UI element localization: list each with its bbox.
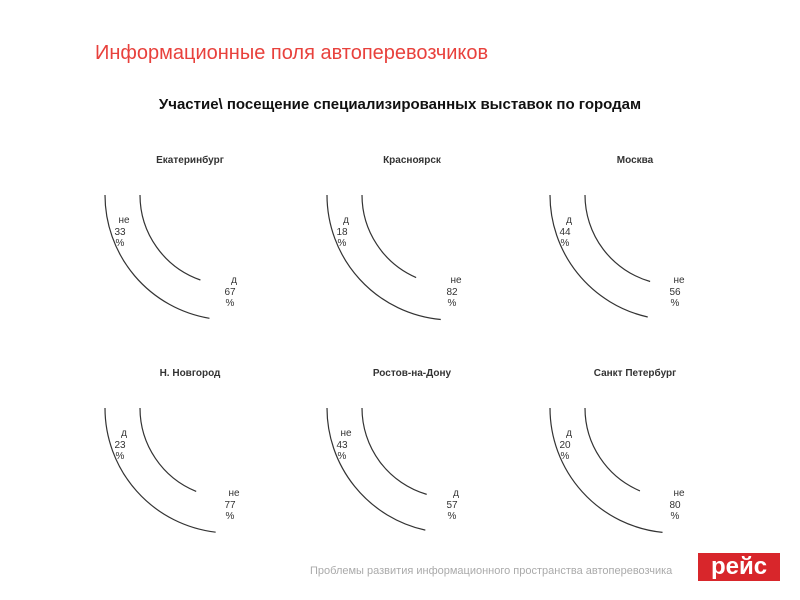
slice-label: д: [343, 215, 349, 226]
slice-label: д: [231, 275, 237, 286]
value-label: 43 %: [336, 440, 348, 462]
pie-title: Екатеринбург: [156, 155, 224, 166]
logo: рейс: [698, 553, 780, 581]
pie-slice: [326, 407, 426, 531]
pie-slice: [104, 407, 216, 533]
pie-slice: [584, 407, 641, 492]
value-label: 82 %: [446, 287, 458, 309]
slice-label: не: [450, 275, 462, 286]
slide-title: Информационные поля автоперевозчиков: [95, 42, 489, 64]
slice-label: не: [228, 488, 240, 499]
value-label: 67 %: [224, 287, 236, 309]
slice-label: не: [673, 275, 685, 286]
pie-slice: [139, 407, 197, 492]
pie-slice: [361, 407, 427, 495]
pie-title: Ростов-на-Дону: [372, 368, 452, 379]
value-label: 57 %: [446, 500, 458, 522]
pie-slice: [104, 194, 210, 319]
footer: Проблемы развития информационного простр…: [310, 565, 673, 577]
pie-slice: [549, 194, 648, 318]
pie-title: Санкт Петербург: [593, 368, 677, 379]
pie-title: Н. Новгород: [159, 368, 221, 379]
value-label: 18 %: [336, 227, 348, 249]
pie-slice: [326, 194, 441, 321]
value-label: 23 %: [114, 440, 126, 462]
slide-subtitle: Участие\ посещение специализированных вы…: [158, 96, 642, 113]
pie-slice: [139, 194, 201, 281]
slice-label: не: [340, 428, 352, 439]
slice-label: д: [566, 428, 572, 439]
slice-label: д: [566, 215, 572, 226]
slice-label: не: [673, 488, 685, 499]
pie-title: Москва: [616, 155, 654, 166]
slice-label: д: [121, 428, 127, 439]
value-label: 44 %: [559, 227, 571, 249]
slice-label: д: [453, 488, 459, 499]
value-label: 33 %: [114, 227, 126, 249]
value-label: 80 %: [669, 500, 681, 522]
pie-slice: [361, 194, 417, 279]
value-label: 77 %: [224, 500, 236, 522]
value-label: 20 %: [559, 440, 571, 462]
pie-slice: [584, 194, 651, 283]
pie-slice: [549, 407, 663, 533]
pie-title: Красноярск: [383, 155, 441, 166]
value-label: 56 %: [669, 287, 681, 309]
slice-label: не: [118, 215, 130, 226]
